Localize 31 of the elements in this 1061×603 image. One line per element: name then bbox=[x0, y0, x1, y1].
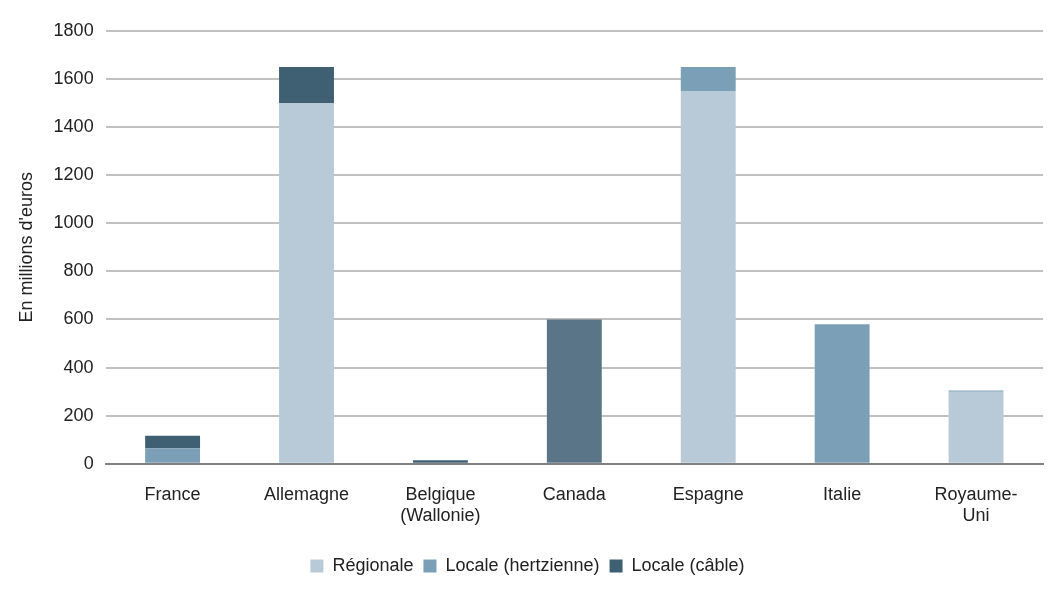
y-tick-label: 1200 bbox=[53, 164, 94, 185]
y-tick-label: 800 bbox=[63, 260, 94, 281]
x-tick-label: Canada bbox=[542, 483, 607, 504]
y-tick-label: 0 bbox=[83, 452, 94, 473]
y-tick-label: 1400 bbox=[53, 115, 94, 136]
legend-label: Régionale bbox=[332, 554, 414, 575]
y-tick-label: 400 bbox=[63, 356, 94, 377]
y-tick-label: 1800 bbox=[53, 19, 94, 40]
bar bbox=[948, 391, 1004, 463]
y-tick-label: 600 bbox=[63, 308, 94, 329]
bar bbox=[279, 102, 334, 463]
y-tick-label: 1000 bbox=[53, 212, 94, 233]
x-tick-label: Espagne bbox=[672, 483, 744, 504]
bar bbox=[680, 90, 736, 463]
bar bbox=[412, 460, 468, 463]
y-axis-title: En millions d'euros bbox=[15, 172, 36, 323]
y-tick-label: 1600 bbox=[53, 67, 94, 88]
bar bbox=[145, 435, 201, 449]
legend-label: Locale (hertzienne) bbox=[445, 554, 600, 575]
bar bbox=[546, 319, 602, 463]
bar bbox=[814, 324, 870, 463]
legend-label: Locale (câble) bbox=[631, 554, 745, 575]
x-tick-label: Royaume-Uni bbox=[934, 483, 1018, 526]
y-tick-label: 200 bbox=[63, 404, 94, 425]
x-tick-label: Italie bbox=[823, 483, 862, 504]
x-tick-label: France bbox=[144, 483, 201, 504]
x-tick-label: Allemagne bbox=[263, 483, 350, 504]
bar bbox=[680, 66, 736, 91]
x-tick-label: Belgique (Wallonie) bbox=[400, 483, 481, 526]
bar bbox=[145, 448, 201, 463]
bar bbox=[279, 66, 334, 103]
